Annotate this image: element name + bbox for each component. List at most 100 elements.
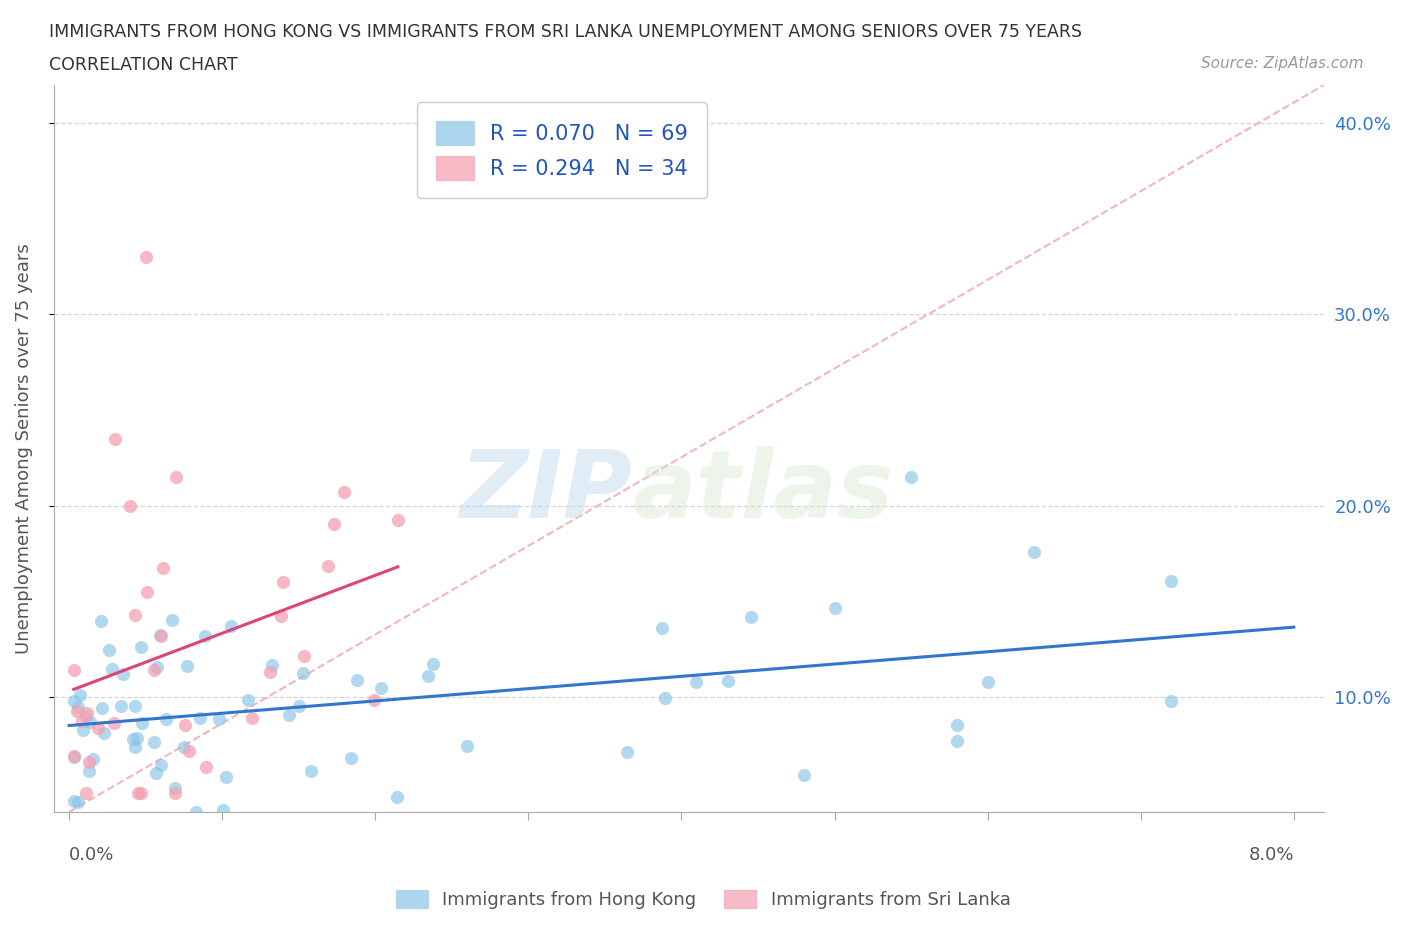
Text: 8.0%: 8.0% [1249, 846, 1294, 864]
Point [333, 485, 356, 499]
Y-axis label: Unemployment Among Seniors over 75 years: Unemployment Among Seniors over 75 years [15, 243, 32, 654]
Point [103, 716, 125, 731]
Point [1160, 574, 1182, 589]
Text: atlas: atlas [631, 446, 893, 538]
Point [91, 700, 114, 715]
Point [75, 709, 97, 724]
Text: IMMIGRANTS FROM HONG KONG VS IMMIGRANTS FROM SRI LANKA UNEMPLOYMENT AMONG SENIOR: IMMIGRANTS FROM HONG KONG VS IMMIGRANTS … [49, 23, 1083, 41]
Point [152, 560, 174, 575]
Point [651, 620, 673, 635]
Point [66, 699, 89, 714]
Point [121, 732, 143, 747]
Point [194, 759, 217, 774]
Point [110, 698, 132, 713]
Text: Source: ZipAtlas.com: Source: ZipAtlas.com [1201, 56, 1364, 71]
Point [292, 666, 315, 681]
Point [87, 721, 110, 736]
Point [685, 674, 707, 689]
Point [155, 711, 177, 726]
Point [62, 694, 84, 709]
Point [82, 751, 104, 766]
Point [173, 740, 195, 755]
Point [208, 711, 231, 726]
Point [236, 693, 259, 708]
Point [287, 698, 309, 713]
Point [135, 249, 157, 264]
Point [299, 764, 322, 779]
Point [370, 681, 392, 696]
Point [62, 750, 84, 764]
Point [184, 804, 207, 819]
Point [900, 470, 922, 485]
Point [142, 735, 165, 750]
Point [72, 723, 94, 737]
Point [165, 780, 187, 795]
Point [946, 734, 969, 749]
Point [385, 790, 408, 804]
Point [616, 745, 638, 760]
Point [124, 739, 146, 754]
Point [240, 711, 263, 725]
Point [824, 601, 846, 616]
Point [323, 517, 346, 532]
Legend: R = 0.070   N = 69, R = 0.294   N = 34: R = 0.070 N = 69, R = 0.294 N = 34 [418, 102, 707, 198]
Point [146, 659, 169, 674]
Point [456, 738, 478, 753]
Point [387, 512, 409, 527]
Point [363, 692, 385, 707]
Point [66, 794, 89, 809]
Point [145, 766, 167, 781]
Point [1022, 545, 1045, 560]
Point [740, 610, 762, 625]
Point [101, 662, 124, 677]
Point [97, 643, 120, 658]
Point [149, 628, 172, 643]
Point [212, 803, 235, 817]
Point [72, 713, 94, 728]
Text: CORRELATION CHART: CORRELATION CHART [49, 56, 238, 73]
Point [416, 669, 439, 684]
Point [66, 703, 89, 718]
Point [262, 658, 284, 672]
Point [129, 640, 152, 655]
Point [150, 758, 173, 773]
Point [93, 725, 115, 740]
Point [79, 714, 101, 729]
Point [654, 691, 676, 706]
Point [143, 662, 166, 677]
Point [127, 785, 149, 800]
Point [90, 614, 112, 629]
Point [125, 730, 148, 745]
Point [124, 607, 146, 622]
Point [717, 673, 740, 688]
Point [76, 706, 98, 721]
Text: ZIP: ZIP [460, 446, 631, 538]
Point [339, 751, 361, 765]
Legend: Immigrants from Hong Kong, Immigrants from Sri Lanka: Immigrants from Hong Kong, Immigrants fr… [388, 883, 1018, 916]
Point [174, 718, 197, 733]
Point [1160, 694, 1182, 709]
Point [165, 470, 187, 485]
Point [278, 708, 301, 723]
Point [316, 558, 339, 573]
Point [177, 743, 200, 758]
Point [176, 658, 198, 673]
Point [62, 662, 84, 677]
Point [190, 711, 212, 725]
Point [270, 609, 292, 624]
Point [69, 687, 91, 702]
Point [292, 649, 315, 664]
Point [62, 793, 84, 808]
Point [131, 716, 153, 731]
Point [215, 770, 238, 785]
Text: 0.0%: 0.0% [69, 846, 114, 864]
Point [219, 618, 242, 633]
Point [120, 498, 142, 513]
Point [129, 785, 152, 800]
Point [160, 612, 183, 627]
Point [62, 749, 84, 764]
Point [793, 768, 815, 783]
Point [946, 717, 969, 732]
Point [124, 699, 146, 714]
Point [165, 785, 187, 800]
